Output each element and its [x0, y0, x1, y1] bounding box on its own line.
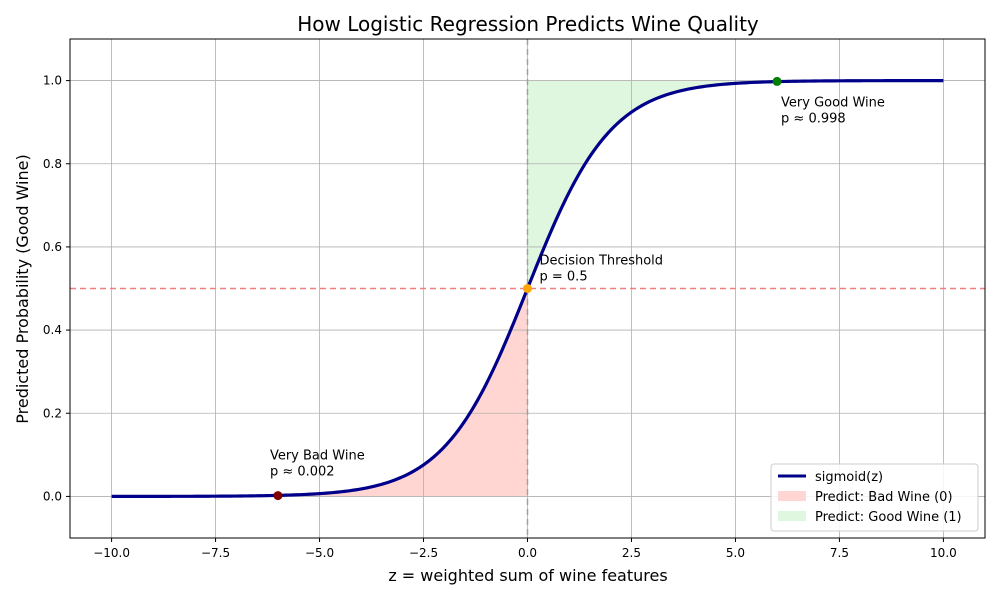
x-tick-label: −10.0 [93, 546, 130, 560]
legend-box [770, 463, 979, 532]
y-tick-label: 0.6 [43, 240, 62, 254]
x-tick-label: 2.5 [622, 546, 641, 560]
fill-region-0 [111, 288, 528, 497]
very-bad-wine-point [273, 491, 283, 501]
x-tick-label: −5.0 [305, 546, 334, 560]
legend-label-0: sigmoid(z) [815, 470, 883, 485]
fill-region-1 [527, 80, 944, 289]
y-tick-label: 1.0 [43, 74, 62, 88]
very-good-wine-point [772, 76, 782, 86]
y-tick-label: 0.8 [43, 157, 62, 171]
x-tick-label: 7.5 [830, 546, 849, 560]
points-layer [273, 76, 782, 501]
x-tick-label: 10.0 [930, 546, 957, 560]
legend: sigmoid(z) Predict: Bad Wine (0) Predict: … [770, 463, 979, 532]
x-tick-label: 5.0 [726, 546, 745, 560]
x-tick-label: 0.0 [518, 546, 537, 560]
legend-swatch-2 [778, 511, 806, 521]
reference-lines [70, 39, 985, 538]
very-bad-wine-value: p ≈ 0.002 [270, 465, 335, 480]
y-tick-label: 0.0 [43, 489, 62, 503]
plot-fills [111, 80, 944, 497]
decision-threshold-value: p = 0.5 [540, 270, 588, 285]
legend-label-2: Predict: Good Wine (1) [815, 510, 962, 525]
x-axis-label: z = weighted sum of wine features [388, 566, 667, 585]
legend-label-1: Predict: Bad Wine (0) [815, 490, 953, 505]
y-axis-label: Predicted Probability (Good Wine) [13, 154, 32, 423]
x-tick-label: −7.5 [201, 546, 230, 560]
decision-threshold-label: Decision Threshold [540, 254, 664, 269]
very-good-wine-label: Very Good Wine [781, 95, 885, 110]
very-good-wine-value: p ≈ 0.998 [781, 111, 846, 126]
y-tick-label: 0.4 [43, 323, 62, 337]
ticks-layer: −10.0 −7.5 −5.0 −2.5 0.0 2.5 5.0 7.5 10.0 0.0 0.2 0… [43, 74, 957, 560]
chart-title: How Logistic Regression Predicts Wine Qu… [297, 12, 759, 36]
y-tick-label: 0.2 [43, 406, 62, 420]
decision-threshold-point [523, 284, 532, 293]
x-tick-label: −2.5 [409, 546, 438, 560]
legend-swatch-1 [778, 491, 806, 501]
very-bad-wine-label: Very Bad Wine [270, 449, 365, 464]
